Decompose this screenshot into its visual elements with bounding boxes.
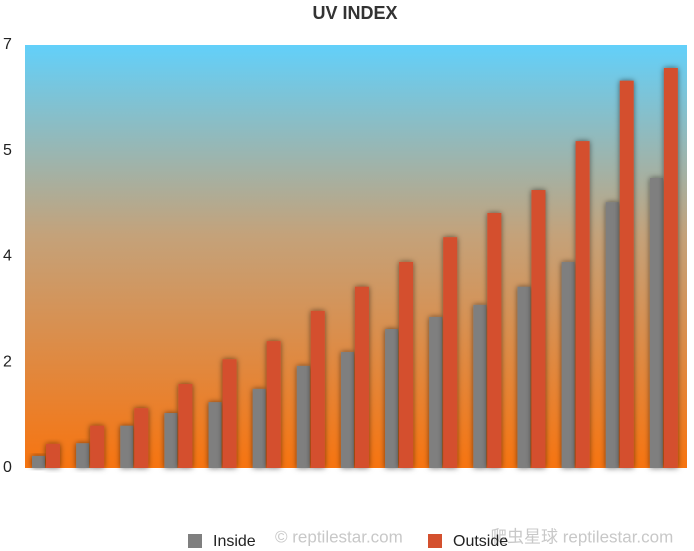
bar bbox=[46, 443, 60, 468]
bar bbox=[90, 425, 105, 468]
legend-label: Outside bbox=[453, 533, 508, 550]
bar bbox=[399, 261, 414, 468]
legend-swatch bbox=[428, 534, 442, 548]
y-tick-label: 7 bbox=[3, 36, 12, 53]
bar bbox=[252, 388, 266, 468]
bar bbox=[619, 80, 634, 468]
y-tick-label: 0 bbox=[3, 459, 12, 476]
bar bbox=[222, 359, 237, 468]
bar bbox=[575, 141, 590, 468]
bar bbox=[266, 341, 281, 468]
bar bbox=[296, 365, 310, 468]
bar bbox=[134, 408, 149, 468]
watermark: 爬虫星球 reptilestar.com bbox=[490, 527, 673, 546]
bar bbox=[310, 310, 325, 468]
bar bbox=[32, 455, 45, 468]
bar bbox=[649, 177, 663, 468]
bar bbox=[429, 316, 443, 468]
bar bbox=[663, 67, 678, 468]
y-tick-label: 4 bbox=[3, 248, 12, 265]
bar bbox=[208, 402, 222, 468]
bar bbox=[76, 443, 90, 468]
bar bbox=[517, 286, 531, 468]
bar bbox=[487, 212, 502, 468]
bar bbox=[443, 237, 458, 468]
bar bbox=[385, 329, 399, 468]
chart-title: UV INDEX bbox=[312, 3, 397, 23]
bar bbox=[605, 202, 619, 468]
bar bbox=[561, 261, 575, 468]
bar bbox=[473, 304, 487, 468]
bar bbox=[354, 286, 369, 468]
legend-label: Inside bbox=[213, 533, 256, 550]
watermark: © reptilestar.com bbox=[275, 527, 403, 546]
bar bbox=[120, 425, 134, 468]
y-tick-label: 2 bbox=[3, 353, 12, 370]
y-tick-label: 5 bbox=[3, 142, 12, 159]
bar bbox=[531, 190, 546, 468]
bar bbox=[178, 384, 193, 468]
legend-swatch bbox=[188, 534, 202, 548]
bar bbox=[164, 413, 178, 468]
bar bbox=[340, 351, 354, 468]
